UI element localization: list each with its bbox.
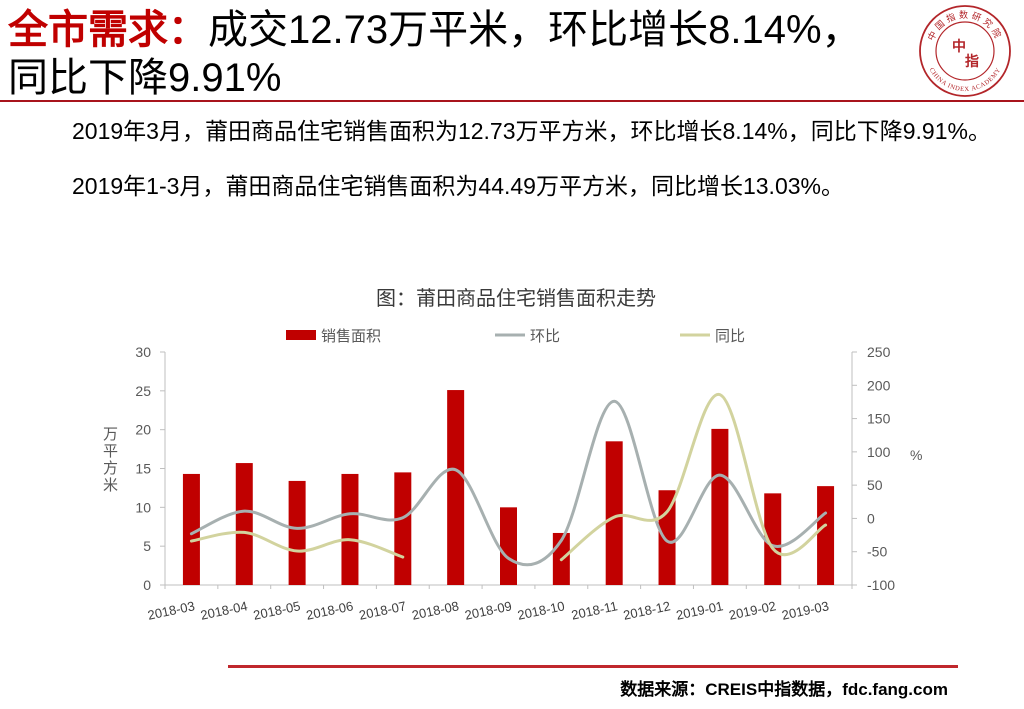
y-tick-label: 10 xyxy=(135,499,151,515)
legend-swatch-0 xyxy=(286,330,316,340)
bar-2018-08 xyxy=(447,390,465,585)
y-tick-label: 15 xyxy=(135,461,151,477)
x-tick-label: 2018-10 xyxy=(516,598,566,623)
title-divider xyxy=(0,100,1024,102)
y-tick-label: 25 xyxy=(135,383,151,399)
legend-label-1: 环比 xyxy=(530,328,560,345)
x-tick-label: 2018-12 xyxy=(622,598,672,623)
logo-center-bottom-char: 指 xyxy=(965,53,979,70)
y2-tick-label: -50 xyxy=(867,544,887,560)
bar-2018-04 xyxy=(235,463,253,585)
x-tick-label: 2018-03 xyxy=(146,598,196,623)
title-line1-text: 成交12.73万平米，环比增长8.14%， xyxy=(208,8,862,52)
summary-line-q1: 2019年1-3月，莆田商品住宅销售面积为44.49万平方米，同比增长13.03… xyxy=(72,173,844,199)
y-tick-label: 20 xyxy=(135,422,151,438)
slide-title: 全市需求：成交12.73万平米，环比增长8.14%， 同比下降9.91% xyxy=(8,6,862,102)
china-index-academy-logo: 中国指数研究院 CHINA INDEX ACADEMY 中 指 xyxy=(919,5,1011,97)
y-tick-label: 30 xyxy=(135,344,151,360)
x-tick-label: 2018-09 xyxy=(463,598,513,623)
x-tick-label: 2018-11 xyxy=(570,598,619,622)
y2-axis-label: % xyxy=(910,447,922,463)
y2-tick-label: 100 xyxy=(867,444,891,460)
chart-title: 图：莆田商品住宅销售面积走势 xyxy=(376,287,656,310)
bar-2018-06 xyxy=(341,473,359,585)
bar-2018-03 xyxy=(182,473,200,585)
x-tick-label: 2019-02 xyxy=(728,598,778,623)
bars xyxy=(182,390,835,585)
summary-line-march: 2019年3月，莆田商品住宅销售面积为12.73万平方米，环比增长8.14%，同… xyxy=(72,118,991,144)
footer-divider xyxy=(228,665,958,668)
y2-tick-label: 150 xyxy=(867,411,891,427)
legend-label-2: 同比 xyxy=(715,328,745,345)
legend: 销售面积 环比 同比 xyxy=(286,328,745,345)
x-tick-label: 2019-03 xyxy=(780,598,830,623)
logo-center-top-char: 中 xyxy=(952,38,966,55)
series-line-1 xyxy=(189,399,828,567)
logo-inner-ring xyxy=(935,21,995,81)
series-lines xyxy=(189,393,828,567)
bar-2019-02 xyxy=(764,493,782,585)
bar-2019-01 xyxy=(711,428,729,585)
x-tick-label: 2018-04 xyxy=(199,598,249,623)
x-tick-label: 2019-01 xyxy=(675,598,725,623)
bar-2018-07 xyxy=(394,472,412,585)
y-tick-label: 5 xyxy=(143,538,151,554)
x-tick-label: 2018-06 xyxy=(305,598,355,623)
y2-tick-label: 0 xyxy=(867,510,875,526)
bar-2019-03 xyxy=(817,486,835,585)
y-axis-label: 万平方米 xyxy=(101,426,118,494)
bar-2018-05 xyxy=(288,480,306,585)
y-tick-label: 0 xyxy=(143,577,151,593)
x-tick-label: 2018-08 xyxy=(410,598,460,623)
x-tick-label: 2018-05 xyxy=(252,598,302,623)
y2-tick-labels: -100 -50 0 50 100 150 200 250 xyxy=(867,344,895,593)
y-tick-labels: 0 5 10 15 20 25 30 xyxy=(135,344,151,593)
sales-area-chart: 图：莆田商品住宅销售面积走势 销售面积 环比 同比 2018-03 2018-04 20… xyxy=(135,287,922,623)
title-line2-text: 同比下降9.91% xyxy=(8,56,282,100)
y2-tick-label: -100 xyxy=(867,577,895,593)
bar-2018-11 xyxy=(605,441,623,585)
title-highlight: 全市需求： xyxy=(8,8,208,52)
legend-label-0: 销售面积 xyxy=(321,328,381,345)
y2-tick-label: 200 xyxy=(867,377,891,393)
y2-tick-label: 250 xyxy=(867,344,891,360)
bar-2018-09 xyxy=(500,507,517,585)
series-line-2 xyxy=(189,393,828,562)
data-source-note: 数据来源：CREIS中指数据，fdc.fang.com xyxy=(620,680,948,699)
logo-outer-ring xyxy=(919,5,1011,97)
y2-tick-label: 50 xyxy=(867,477,883,493)
x-tick-label: 2018-07 xyxy=(358,598,408,623)
x-tick-labels: 2018-03 2018-04 2018-05 2018-06 2018-07 2018-… xyxy=(146,598,830,623)
